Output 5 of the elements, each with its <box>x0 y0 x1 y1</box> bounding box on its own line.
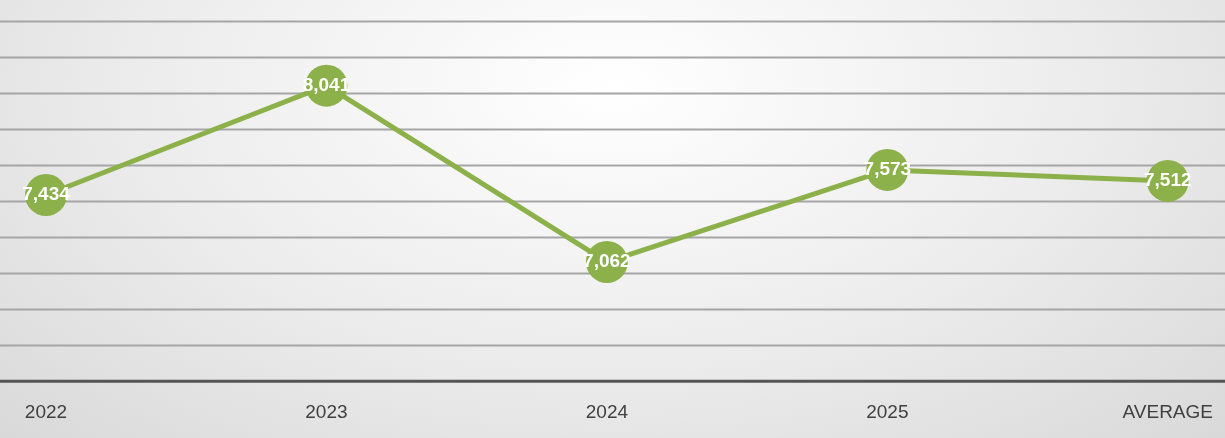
x-tick-label: 2022 <box>24 400 68 422</box>
x-tick-label: 2025 <box>866 400 909 422</box>
x-tick-label: 2023 <box>305 400 348 422</box>
x-tick-label: 2024 <box>585 400 629 422</box>
x-tick-label: AVERAGE <box>1122 400 1214 422</box>
